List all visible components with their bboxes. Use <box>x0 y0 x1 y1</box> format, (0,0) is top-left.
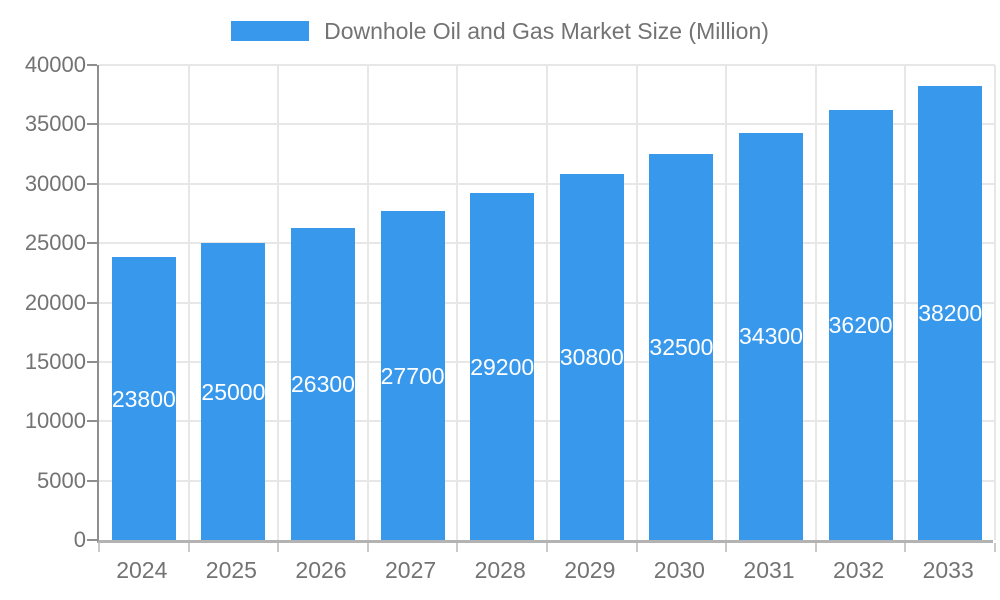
gridline-vertical <box>725 65 728 540</box>
bar-value-label: 30800 <box>559 344 624 371</box>
y-axis-tick <box>87 420 97 423</box>
gridline-vertical <box>277 65 280 540</box>
bar-value-label: 29200 <box>470 353 535 380</box>
gridline-vertical <box>814 65 817 540</box>
y-axis-tick <box>87 123 97 126</box>
gridline-vertical <box>366 65 369 540</box>
bar-2032[interactable] <box>828 110 893 540</box>
bar-2026[interactable] <box>291 227 355 540</box>
x-axis-tick <box>366 543 369 552</box>
x-axis-tick-label: 2026 <box>295 557 347 583</box>
x-axis-tick-label: 2032 <box>833 557 885 583</box>
x-axis-tick <box>904 543 907 552</box>
bar-value-label: 36200 <box>828 312 893 339</box>
y-axis-tick-label: 30000 <box>24 170 86 196</box>
bar-2031[interactable] <box>739 132 803 540</box>
bar-value-label: 25000 <box>201 378 266 405</box>
x-axis-tick <box>187 543 190 552</box>
x-axis-tick <box>456 543 459 552</box>
y-axis-tick <box>87 479 97 482</box>
bar-2029[interactable] <box>559 174 624 540</box>
x-axis-tick-label: 2029 <box>564 557 616 583</box>
x-axis-tick <box>635 543 638 552</box>
bar-value-label: 27700 <box>380 362 445 389</box>
x-axis-tick-label: 2025 <box>205 557 257 583</box>
x-axis-tick <box>277 543 280 552</box>
x-axis-tick <box>994 543 996 552</box>
x-axis-tick <box>98 543 100 552</box>
x-axis-tick-label: 2033 <box>922 557 974 583</box>
y-axis-tick-label: 35000 <box>24 111 86 137</box>
y-axis-tick-label: 0 <box>73 527 86 552</box>
y-axis-tick-label: 5000 <box>37 467 86 493</box>
gridline-vertical <box>904 65 907 540</box>
gridline-vertical <box>456 65 459 540</box>
legend-label: Downhole Oil and Gas Market Size (Millio… <box>324 17 769 44</box>
gridline-vertical <box>187 65 190 540</box>
y-axis-tick-label: 40000 <box>24 52 86 77</box>
y-axis-tick-label: 15000 <box>24 348 86 374</box>
gridline-vertical <box>635 65 638 540</box>
bar-2024[interactable] <box>111 257 176 540</box>
plot-area: 23800 25000 26300 27700 29200 30800 32500 34300… <box>87 64 996 552</box>
bar-value-label: 32500 <box>649 334 714 361</box>
y-axis-tick <box>87 242 97 245</box>
y-axis-tick-label: 25000 <box>24 230 86 256</box>
x-axis-tick-label: 2027 <box>385 557 437 583</box>
y-axis-tick <box>87 182 97 185</box>
x-axis-tick-label: 2028 <box>474 557 526 583</box>
x-axis-tick-label: 2031 <box>743 557 795 583</box>
bar-2033[interactable] <box>918 86 983 540</box>
x-axis-tick <box>725 543 728 552</box>
legend-color-swatch <box>231 21 310 41</box>
bar-2027[interactable] <box>380 211 445 540</box>
bar-value-label: 23800 <box>111 385 176 412</box>
x-axis-tick <box>546 543 548 552</box>
x-axis-tick-label: 2024 <box>116 557 168 583</box>
x-axis-tick <box>814 543 817 552</box>
y-axis-tick <box>87 360 97 363</box>
chart-legend-item[interactable]: Downhole Oil and Gas Market Size (Millio… <box>0 16 1000 46</box>
y-axis-tick <box>87 64 97 66</box>
bar-2028[interactable] <box>470 193 535 540</box>
gridline-vertical <box>994 65 996 540</box>
y-axis-tick-label: 20000 <box>24 289 86 315</box>
bar-value-label: 26300 <box>291 370 355 397</box>
y-axis-tick <box>87 301 97 304</box>
bar-2030[interactable] <box>649 154 714 540</box>
bar-value-label: 34300 <box>739 323 803 350</box>
y-axis-tick-label: 10000 <box>24 408 86 434</box>
y-axis-tick <box>87 539 97 541</box>
bar-2025[interactable] <box>201 243 266 540</box>
gridline-vertical <box>546 65 548 540</box>
x-axis-tick-label: 2030 <box>653 557 705 583</box>
bar-value-label: 38200 <box>918 300 983 327</box>
